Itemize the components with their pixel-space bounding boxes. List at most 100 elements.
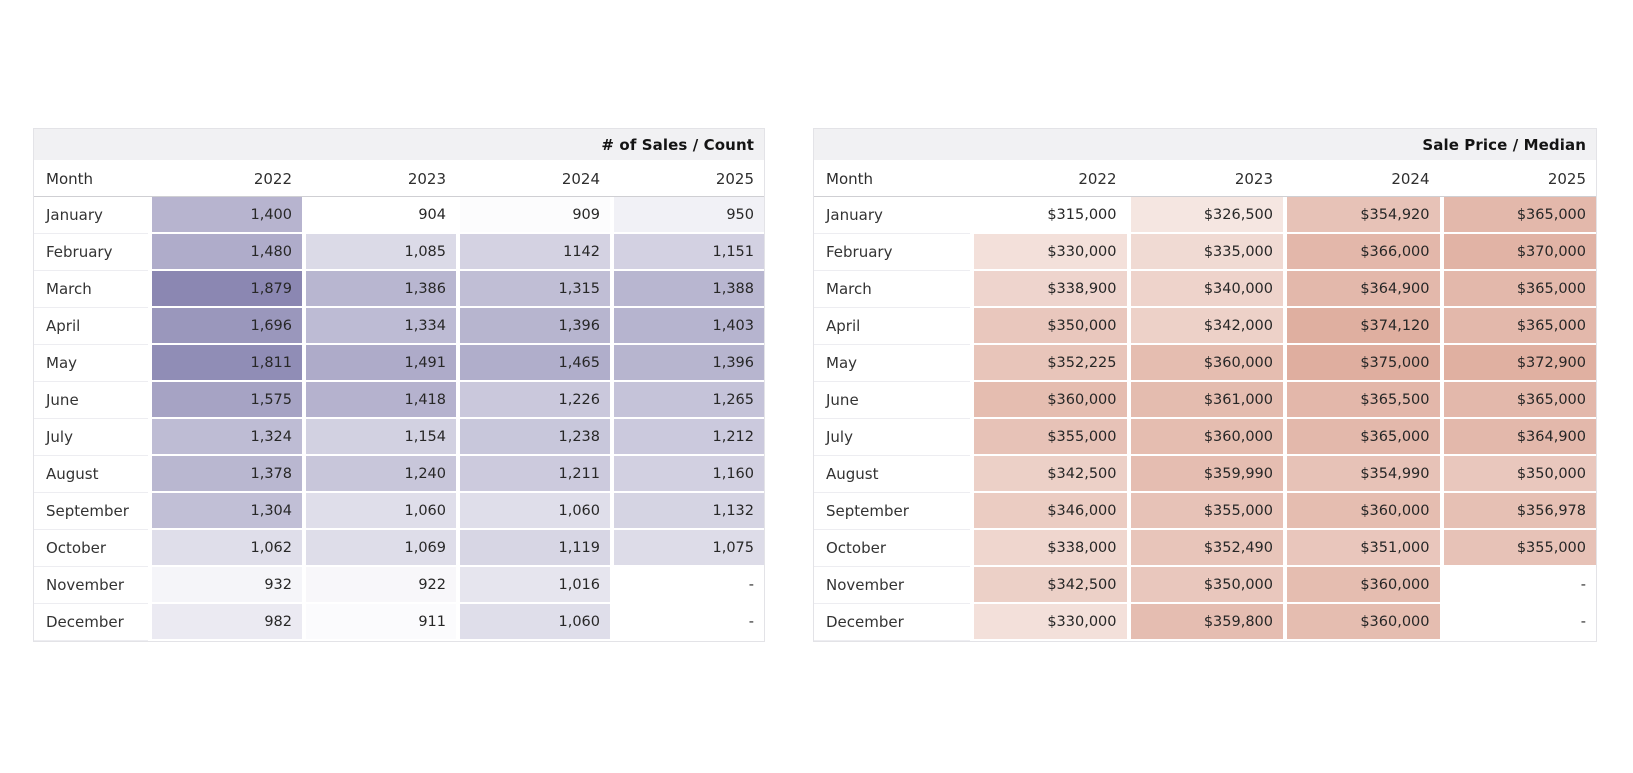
year-column-header: 2025 xyxy=(1547,170,1586,188)
value-cell: - xyxy=(614,567,764,604)
table-row: May 1,811 1,491 1,465 1,396 xyxy=(34,345,764,382)
month-column-header: Month xyxy=(826,170,874,188)
value-cell: $360,000 xyxy=(1130,419,1283,456)
value-cell: 1,418 xyxy=(306,382,456,419)
value-cell: 1,060 xyxy=(460,493,610,530)
table-row: November 932 922 1,016- xyxy=(34,567,764,604)
value-cell: 922 xyxy=(306,567,456,604)
table-row: January $315,000 $326,500 $354,920 $365,000 xyxy=(814,197,1596,234)
month-label: June xyxy=(814,382,970,419)
value-cell: 1,062 xyxy=(152,530,302,567)
value-cell: 1,154 xyxy=(306,419,456,456)
value-cell: 1,334 xyxy=(306,308,456,345)
value-cell: $335,000 xyxy=(1130,234,1283,271)
month-label: October xyxy=(34,530,148,567)
table-title: Sale Price / Median xyxy=(814,129,1596,162)
value-cell: $315,000 xyxy=(974,197,1127,234)
value-cell: $359,990 xyxy=(1130,456,1283,493)
table-row: February $330,000 $335,000 $366,000 $370,000 xyxy=(814,234,1596,271)
value-cell: 1,491 xyxy=(306,345,456,382)
table-header-row: Month 2022 2023 2024 2025 xyxy=(34,162,764,197)
value-cell: $360,000 xyxy=(1130,345,1283,382)
value-cell: $338,900 xyxy=(974,271,1127,308)
value-cell: $359,800 xyxy=(1130,604,1283,641)
value-cell: $350,000 xyxy=(1443,456,1596,493)
month-label: August xyxy=(34,456,148,493)
value-cell: $364,900 xyxy=(1287,271,1440,308)
value-cell: 1,060 xyxy=(306,493,456,530)
table-row: April 1,696 1,334 1,396 1,403 xyxy=(34,308,764,345)
table-row: December 982 911 1,060- xyxy=(34,604,764,641)
value-cell: $352,225 xyxy=(974,345,1127,382)
value-cell: $330,000 xyxy=(974,234,1127,271)
month-label: August xyxy=(814,456,970,493)
month-label: February xyxy=(814,234,970,271)
month-label: October xyxy=(814,530,970,567)
month-label: May xyxy=(34,345,148,382)
value-cell: 1,069 xyxy=(306,530,456,567)
month-label: December xyxy=(814,604,970,641)
value-cell: 1,575 xyxy=(152,382,302,419)
month-label: May xyxy=(814,345,970,382)
value-cell: $350,000 xyxy=(1130,567,1283,604)
month-column-header: Month xyxy=(46,170,94,188)
table-row: September $346,000 $355,000 $360,000 $356,97… xyxy=(814,493,1596,530)
value-cell: $370,000 xyxy=(1443,234,1596,271)
value-cell: $361,000 xyxy=(1130,382,1283,419)
value-cell: 1,696 xyxy=(152,308,302,345)
table-row: July 1,324 1,154 1,238 1,212 xyxy=(34,419,764,456)
table-row: June $360,000 $361,000 $365,500 $365,000 xyxy=(814,382,1596,419)
value-cell: 1,304 xyxy=(152,493,302,530)
table-row: June 1,575 1,418 1,226 1,265 xyxy=(34,382,764,419)
value-cell: $365,000 xyxy=(1443,197,1596,234)
month-label: April xyxy=(34,308,148,345)
value-cell: 1,016 xyxy=(460,567,610,604)
table-row: January 1,400 904 909 950 xyxy=(34,197,764,234)
year-column-header: 2023 xyxy=(1234,170,1273,188)
value-cell: 1,085 xyxy=(306,234,456,271)
value-cell: $375,000 xyxy=(1287,345,1440,382)
value-cell: $356,978 xyxy=(1443,493,1596,530)
value-cell: 1,324 xyxy=(152,419,302,456)
value-cell: $366,000 xyxy=(1287,234,1440,271)
value-cell: 1,396 xyxy=(614,345,764,382)
table-row: March 1,879 1,386 1,315 1,388 xyxy=(34,271,764,308)
value-cell: 1,060 xyxy=(460,604,610,641)
table-title: # of Sales / Count xyxy=(34,129,764,162)
value-cell: $338,000 xyxy=(974,530,1127,567)
table-row: May $352,225 $360,000 $375,000 $372,900 xyxy=(814,345,1596,382)
table-header-row: Month 2022 2023 2024 2025 xyxy=(814,162,1596,197)
value-cell: $346,000 xyxy=(974,493,1127,530)
value-cell: $351,000 xyxy=(1287,530,1440,567)
value-cell: 982 xyxy=(152,604,302,641)
year-column-header: 2022 xyxy=(253,170,292,188)
value-cell: $360,000 xyxy=(1287,493,1440,530)
value-cell: $365,000 xyxy=(1443,382,1596,419)
month-label: September xyxy=(34,493,148,530)
month-label: November xyxy=(34,567,148,604)
value-cell: $360,000 xyxy=(974,382,1127,419)
value-cell: $350,000 xyxy=(974,308,1127,345)
table-row: August 1,378 1,240 1,211 1,160 xyxy=(34,456,764,493)
value-cell: 932 xyxy=(152,567,302,604)
value-cell: $330,000 xyxy=(974,604,1127,641)
value-cell: $342,500 xyxy=(974,567,1127,604)
value-cell: 1,119 xyxy=(460,530,610,567)
month-label: January xyxy=(814,197,970,234)
month-label: March xyxy=(814,271,970,308)
table-row: December $330,000 $359,800 $360,000- xyxy=(814,604,1596,641)
month-label: June xyxy=(34,382,148,419)
month-label: September xyxy=(814,493,970,530)
value-cell: 1,212 xyxy=(614,419,764,456)
value-cell: $326,500 xyxy=(1130,197,1283,234)
value-cell: 1,265 xyxy=(614,382,764,419)
month-label: July xyxy=(34,419,148,456)
month-label: November xyxy=(814,567,970,604)
table-row: August $342,500 $359,990 $354,990 $350,000 xyxy=(814,456,1596,493)
value-cell: $354,990 xyxy=(1287,456,1440,493)
value-cell: 1,075 xyxy=(614,530,764,567)
value-cell: $355,000 xyxy=(974,419,1127,456)
value-cell: $374,120 xyxy=(1287,308,1440,345)
year-column-header: 2025 xyxy=(715,170,754,188)
sales-count-table: # of Sales / Count Month 2022 2023 2024 … xyxy=(33,128,765,642)
